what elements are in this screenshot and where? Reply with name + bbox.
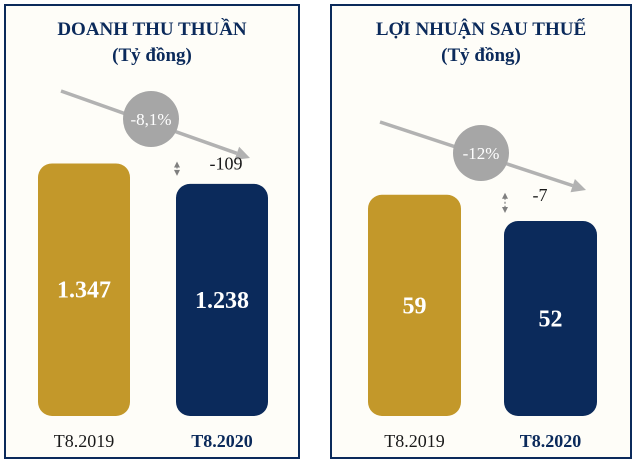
revenue-category-label: T8.2020 bbox=[191, 431, 253, 451]
profit-change-circle bbox=[453, 125, 509, 181]
profit-bar-T8.2019 bbox=[368, 194, 461, 416]
profit-category-label: T8.2020 bbox=[520, 431, 582, 451]
revenue-change-label: -8,1% bbox=[130, 110, 171, 129]
profit-bar-value-label: 52 bbox=[539, 307, 563, 333]
revenue-category-label: T8.2019 bbox=[54, 431, 115, 451]
revenue-bar-value-label: 1.238 bbox=[195, 288, 249, 314]
revenue-difference-arrow-up bbox=[174, 161, 180, 168]
profit-difference-label: -7 bbox=[533, 185, 548, 205]
revenue-panel: DOANH THU THUẦN (Tỷ đồng) -8,1% 1.347 T8.2… bbox=[4, 4, 300, 459]
profit-trend-arrowhead bbox=[570, 178, 586, 193]
profit-bar-T8.2020 bbox=[504, 221, 597, 416]
revenue-change-circle bbox=[123, 91, 179, 147]
revenue-bar-T8.2020 bbox=[176, 183, 268, 416]
revenue-bar-value-label: 1.347 bbox=[57, 278, 111, 304]
profit-difference-arrow-up bbox=[502, 192, 508, 199]
profit-chart: -12% 59 T8.2019 52 T8.2020 -7 bbox=[368, 120, 597, 451]
profit-unit: (Tỷ đồng) bbox=[441, 45, 521, 66]
revenue-trend-arrowhead bbox=[234, 146, 250, 160]
revenue-difference-label: -109 bbox=[210, 153, 243, 173]
profit-difference-arrow-down bbox=[502, 207, 508, 213]
revenue-difference-arrow-down bbox=[174, 169, 180, 176]
revenue-bar-T8.2019 bbox=[38, 163, 130, 416]
revenue-title: DOANH THU THUẦN bbox=[57, 19, 247, 40]
profit-bar-value-label: 59 bbox=[403, 293, 427, 319]
profit-title: LỢI NHUẬN SAU THUẾ bbox=[375, 19, 587, 40]
profit-change-label: -12% bbox=[463, 144, 500, 163]
profit-panel: LỢI NHUẬN SAU THUẾ (Tỷ đồng) -12% 59 T8.20… bbox=[330, 4, 632, 459]
revenue-chart: -8,1% 1.347 T8.2019 1.238 T8.2020 -109 bbox=[38, 89, 268, 451]
profit-category-label: T8.2019 bbox=[384, 431, 445, 451]
revenue-unit: (Tỷ đồng) bbox=[112, 45, 192, 66]
